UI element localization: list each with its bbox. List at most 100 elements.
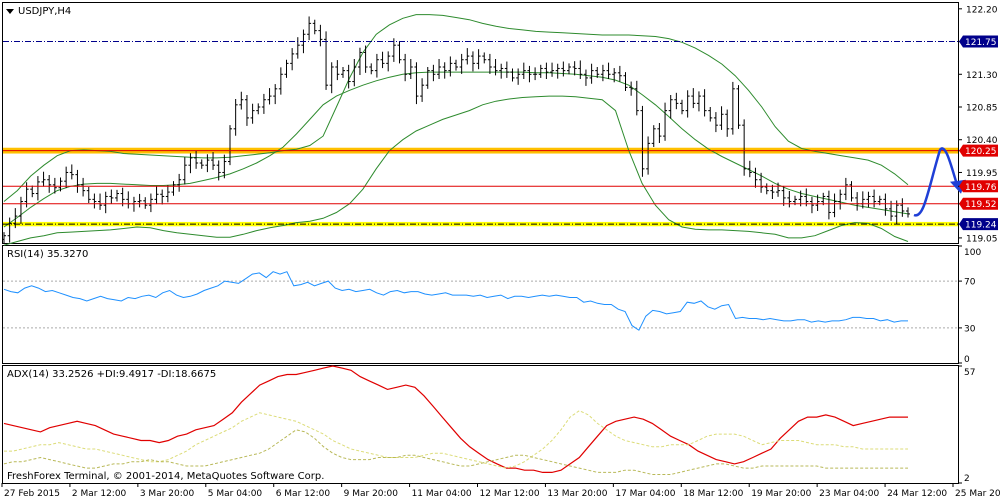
time-tick-label: 6 Mar 12:00 [276, 489, 331, 499]
candle [165, 185, 170, 203]
candle [137, 193, 142, 208]
candle [182, 157, 187, 185]
candle [759, 172, 764, 193]
candle [516, 68, 521, 85]
candle [2, 232, 6, 243]
candle [307, 16, 312, 41]
adx-panel[interactable] [2, 365, 959, 484]
candle [663, 102, 668, 141]
candle [482, 52, 487, 64]
candle [448, 56, 453, 77]
candle [341, 67, 345, 78]
symbol-dropdown-icon[interactable] [6, 9, 14, 14]
candle [595, 67, 600, 78]
candle [216, 160, 221, 181]
candle [261, 93, 266, 114]
candle [550, 62, 555, 77]
rsi-panel[interactable] [2, 245, 959, 364]
bollinger-middle-line [3, 71, 909, 228]
candle [527, 65, 532, 83]
minus-di-line [3, 429, 908, 475]
candle [115, 189, 119, 202]
candle [64, 166, 69, 189]
candle [295, 37, 300, 59]
candle [414, 62, 419, 105]
candle [499, 63, 504, 79]
candle [561, 61, 566, 77]
candle [335, 60, 340, 81]
candle [634, 80, 639, 116]
candle [815, 194, 820, 211]
candle [668, 95, 673, 119]
time-tick-label: 5 Mar 04:00 [208, 489, 263, 499]
candle [900, 198, 905, 217]
price-badge-label: 119.52 [965, 200, 997, 210]
candle [374, 53, 379, 78]
candle [177, 173, 182, 192]
candle [352, 59, 357, 87]
rsi-line [3, 271, 908, 331]
candle [521, 62, 526, 79]
candle [504, 61, 509, 78]
candle [606, 62, 611, 79]
candle [363, 45, 368, 73]
price-tick-label: 122.20 [966, 5, 998, 15]
candle [781, 185, 786, 206]
candle [52, 177, 57, 194]
candle [906, 207, 910, 218]
price-badge [959, 218, 998, 231]
time-tick-label: 19 Mar 20:00 [751, 489, 811, 499]
candle [171, 181, 176, 196]
candle [747, 160, 752, 178]
candle [75, 169, 80, 193]
adx-tick-label: 2 [964, 474, 970, 484]
candle [256, 103, 261, 115]
candle [420, 78, 425, 102]
time-tick-label: 17 Mar 04:00 [615, 489, 675, 499]
time-tick-label: 12 Mar 12:00 [480, 489, 540, 499]
price-badge [959, 180, 998, 193]
candle [408, 59, 413, 79]
candle [623, 72, 628, 91]
candle [35, 176, 40, 201]
price-panel[interactable] [2, 2, 959, 244]
time-tick-label: 27 Feb 2015 [4, 489, 60, 499]
candle [493, 59, 498, 76]
candle [770, 184, 775, 199]
time-tick-label: 23 Mar 04:00 [819, 489, 879, 499]
candle [244, 95, 249, 126]
candle [651, 125, 656, 147]
candle [380, 51, 385, 69]
candle [612, 68, 617, 83]
candle [725, 109, 730, 137]
candle [708, 107, 713, 122]
candle [454, 59, 458, 71]
time-tick-label: 24 Mar 12:00 [887, 489, 947, 499]
candle [736, 85, 741, 129]
time-tick-label: 2 Mar 12:00 [72, 489, 127, 499]
candlesticks [2, 16, 910, 243]
candle [583, 69, 588, 86]
candle [103, 191, 108, 214]
candle [357, 47, 362, 75]
candle [425, 67, 430, 89]
candle [437, 59, 442, 79]
candle [578, 60, 583, 79]
candle [346, 64, 351, 89]
candle [30, 185, 35, 198]
candle [233, 99, 238, 136]
candle [866, 191, 871, 208]
candle [239, 91, 244, 110]
candle [431, 64, 436, 82]
candle [787, 191, 792, 208]
time-tick-label: 11 Mar 04:00 [412, 489, 472, 499]
candle [832, 193, 837, 218]
price-tick-label: 120.40 [966, 136, 998, 146]
candle [617, 65, 622, 82]
adx-title: ADX(14) 33.2526 +DI:9.4917 -DI:18.6675 [7, 369, 216, 380]
candle [318, 24, 323, 47]
candle [600, 64, 605, 82]
forecast-arrow [913, 147, 960, 217]
candle [544, 62, 549, 79]
